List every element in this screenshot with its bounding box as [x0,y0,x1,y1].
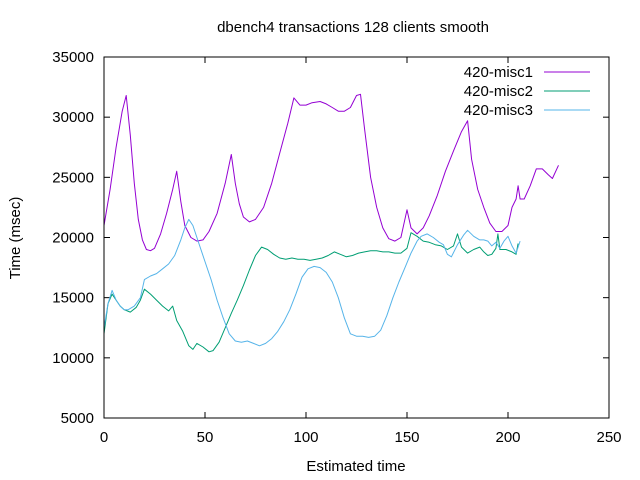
legend-label: 420-misc2 [464,83,533,100]
y-tick-label: 35000 [52,49,94,66]
series-line-420-misc3 [103,218,521,347]
x-tick-label: 50 [197,429,214,446]
y-axis-label: Time (msec) [7,197,24,280]
x-tick-label: 150 [394,429,419,446]
series-line-420-misc1 [103,93,559,252]
legend: 420-misc1 420-misc2 420-misc3 [464,64,590,119]
x-tick-label: 250 [596,429,621,446]
ticks-layer: 0 50 100 150 200 250 5000 10000 15000 20000 25000 3… [52,49,621,446]
y-tick-label: 10000 [52,350,94,367]
y-tick-label: 15000 [52,290,94,307]
x-axis-label: Estimated time [306,458,405,475]
x-tick-label: 200 [495,429,520,446]
chart-title: dbench4 transactions 128 clients smooth [217,19,489,36]
y-tick-label: 30000 [52,109,94,126]
y-tick-label: 5000 [61,410,94,427]
y-tick-label: 20000 [52,230,94,247]
series-line-420-misc2 [103,232,519,353]
y-tick-label: 25000 [52,169,94,186]
x-tick-label: 0 [100,429,108,446]
series-layer [103,93,559,353]
plot-frame [103,56,610,419]
x-tick-label: 100 [293,429,318,446]
legend-label: 420-misc3 [464,102,533,119]
legend-label: 420-misc1 [464,64,533,81]
